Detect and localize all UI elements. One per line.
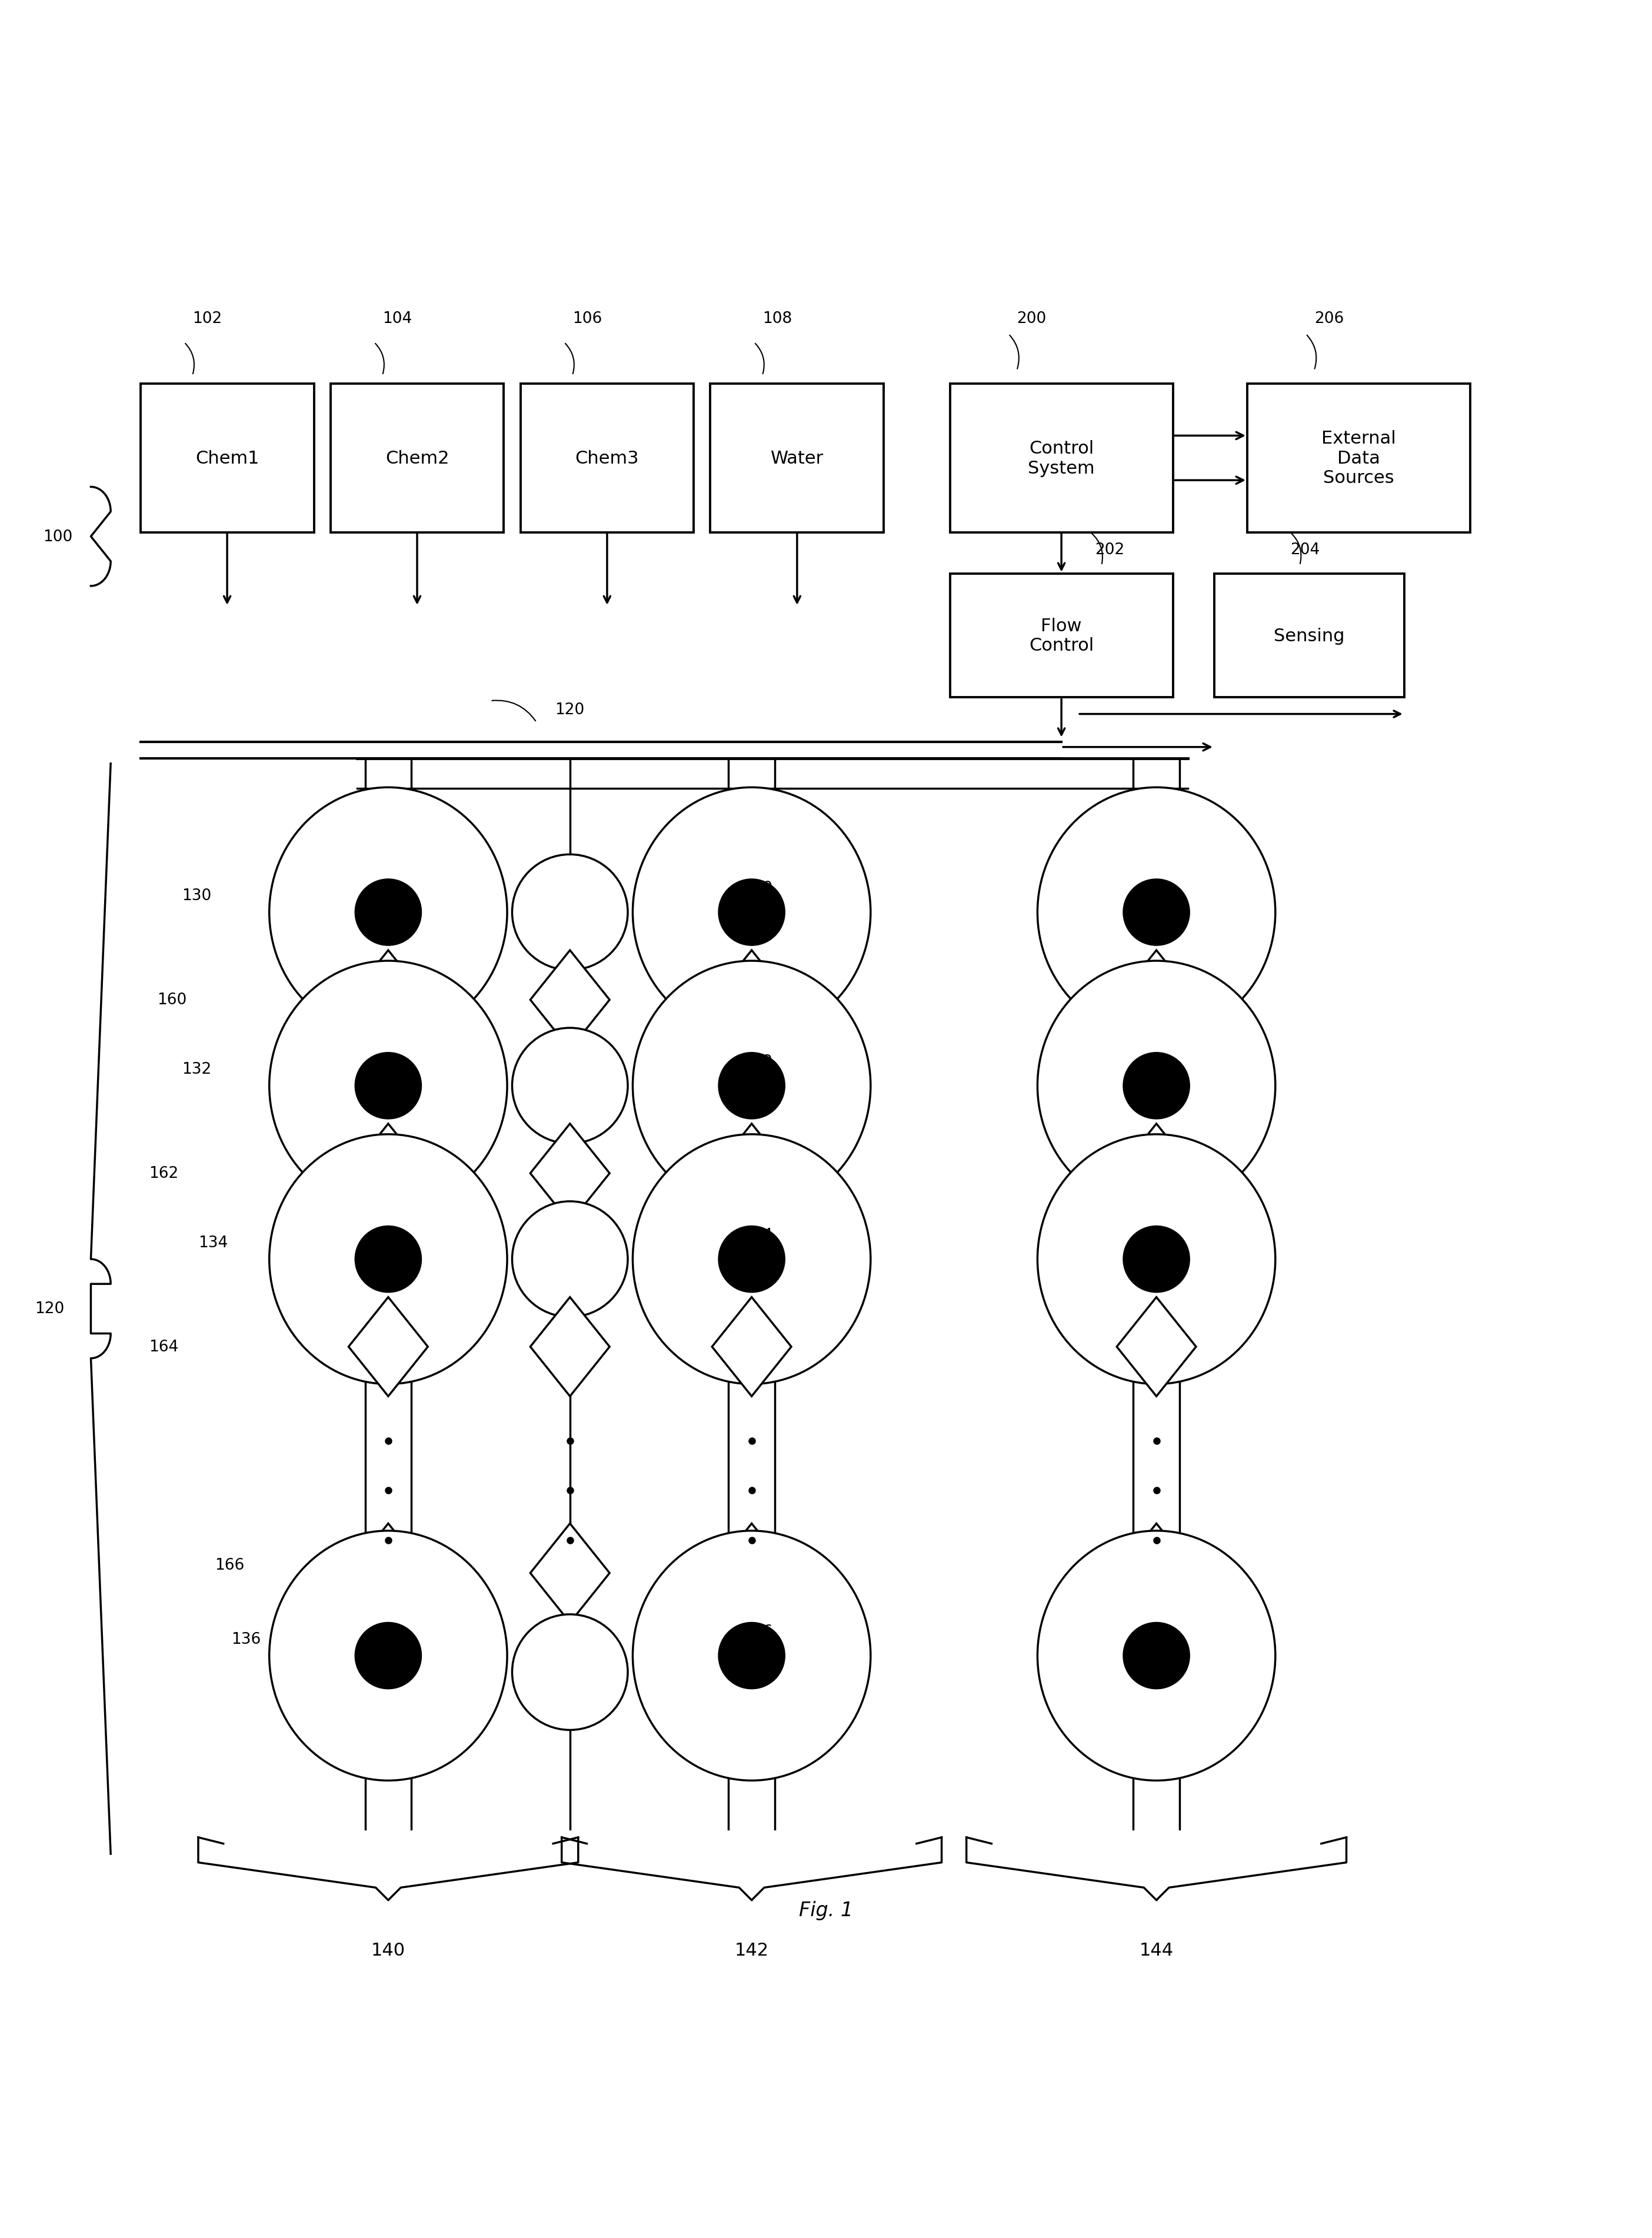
Text: 150: 150 [743,882,773,895]
Text: 164: 164 [149,1338,178,1354]
Text: Water: Water [770,450,824,468]
FancyBboxPatch shape [1214,573,1404,698]
Polygon shape [530,951,610,1050]
Text: 108: 108 [762,311,791,327]
Ellipse shape [1037,1135,1275,1385]
Text: 144: 144 [1140,1943,1173,1958]
Text: Chem2: Chem2 [385,450,449,468]
Text: Flow
Control: Flow Control [1029,618,1094,653]
Circle shape [355,880,421,947]
Circle shape [512,1614,628,1730]
Text: Fig. 1: Fig. 1 [800,1900,852,1920]
Polygon shape [349,951,428,1050]
Text: 162: 162 [149,1166,178,1182]
Text: 202: 202 [1095,542,1125,557]
Text: 102: 102 [192,311,221,327]
Circle shape [1123,880,1189,947]
Ellipse shape [269,960,507,1211]
Polygon shape [530,1123,610,1222]
Ellipse shape [269,788,507,1038]
Circle shape [719,1226,785,1294]
Polygon shape [712,1298,791,1397]
Text: 120: 120 [35,1300,64,1316]
Text: 104: 104 [382,311,411,327]
Polygon shape [1117,1123,1196,1222]
Circle shape [719,1623,785,1690]
Text: 120: 120 [555,703,585,718]
FancyBboxPatch shape [520,385,694,533]
Polygon shape [712,1123,791,1222]
Text: 100: 100 [43,528,73,544]
Ellipse shape [269,1531,507,1781]
Text: 106: 106 [573,311,601,327]
Text: Chem3: Chem3 [575,450,639,468]
Ellipse shape [633,1135,871,1385]
Circle shape [512,1027,628,1144]
Polygon shape [1117,1298,1196,1397]
Polygon shape [712,1524,791,1623]
Circle shape [355,1226,421,1294]
Text: Control
System: Control System [1028,441,1095,477]
Text: Sensing: Sensing [1274,627,1345,645]
Text: 204: 204 [1290,542,1320,557]
Circle shape [1123,1226,1189,1294]
Ellipse shape [633,960,871,1211]
Polygon shape [349,1524,428,1623]
Text: 136: 136 [231,1632,261,1647]
Ellipse shape [1037,788,1275,1038]
Polygon shape [530,1524,610,1623]
Text: External
Data
Sources: External Data Sources [1322,430,1396,486]
FancyBboxPatch shape [950,573,1173,698]
Text: 206: 206 [1313,311,1343,327]
Ellipse shape [633,788,871,1038]
Circle shape [719,1052,785,1119]
Circle shape [355,1052,421,1119]
FancyBboxPatch shape [710,385,884,533]
Circle shape [719,880,785,947]
Text: 130: 130 [182,888,211,904]
Text: 152: 152 [743,1054,773,1070]
FancyBboxPatch shape [330,385,504,533]
Circle shape [512,855,628,971]
Circle shape [512,1202,628,1318]
Text: 154: 154 [743,1229,773,1242]
Text: 134: 134 [198,1235,228,1251]
Text: 140: 140 [372,1943,405,1958]
Ellipse shape [269,1135,507,1385]
Text: 156: 156 [743,1625,773,1638]
Circle shape [1123,1052,1189,1119]
Circle shape [1123,1623,1189,1690]
FancyBboxPatch shape [1247,385,1470,533]
Polygon shape [349,1298,428,1397]
FancyBboxPatch shape [950,385,1173,533]
Polygon shape [349,1123,428,1222]
Text: 142: 142 [735,1943,768,1958]
Text: 200: 200 [1016,311,1046,327]
Ellipse shape [633,1531,871,1781]
Polygon shape [1117,951,1196,1050]
Circle shape [355,1623,421,1690]
Ellipse shape [1037,1531,1275,1781]
Polygon shape [712,951,791,1050]
FancyBboxPatch shape [140,385,314,533]
Text: Chem1: Chem1 [195,450,259,468]
Text: 160: 160 [157,991,187,1007]
Polygon shape [1117,1524,1196,1623]
Text: 166: 166 [215,1558,244,1573]
Text: 132: 132 [182,1061,211,1076]
Ellipse shape [1037,960,1275,1211]
Polygon shape [530,1298,610,1397]
